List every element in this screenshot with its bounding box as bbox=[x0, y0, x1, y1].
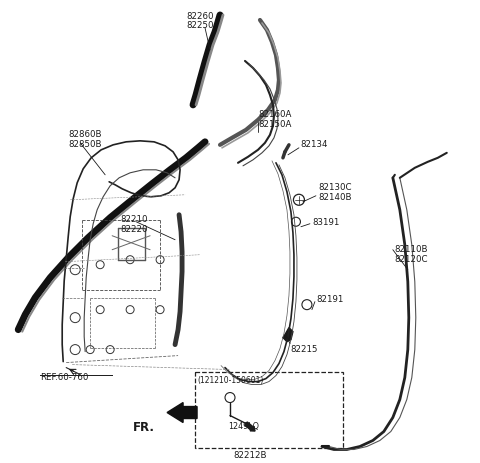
Polygon shape bbox=[283, 328, 293, 342]
Text: 82850B: 82850B bbox=[68, 140, 102, 149]
Text: 82191: 82191 bbox=[316, 294, 343, 304]
Text: 82212B: 82212B bbox=[233, 451, 267, 461]
FancyArrow shape bbox=[245, 422, 255, 431]
Text: 82220: 82220 bbox=[120, 225, 148, 234]
Text: 82860B: 82860B bbox=[68, 130, 102, 139]
Text: 82250: 82250 bbox=[186, 21, 214, 30]
Text: (121210-150601): (121210-150601) bbox=[197, 375, 264, 385]
Text: 83191: 83191 bbox=[312, 218, 339, 227]
Text: 82140B: 82140B bbox=[318, 193, 351, 202]
Text: 82134: 82134 bbox=[300, 140, 327, 149]
Text: REF.60-760: REF.60-760 bbox=[40, 373, 89, 382]
Bar bbox=[195, 372, 343, 449]
Text: 82110B: 82110B bbox=[395, 245, 428, 254]
FancyArrow shape bbox=[167, 402, 197, 423]
Text: 82150A: 82150A bbox=[258, 120, 291, 129]
Text: 82215: 82215 bbox=[290, 344, 317, 354]
Text: 82260: 82260 bbox=[186, 12, 214, 21]
Text: 82120C: 82120C bbox=[395, 255, 428, 264]
Text: 1249LQ: 1249LQ bbox=[228, 421, 259, 431]
Text: 82130C: 82130C bbox=[318, 183, 351, 192]
Text: 82210: 82210 bbox=[120, 215, 148, 224]
Text: 82160A: 82160A bbox=[258, 110, 291, 119]
Text: FR.: FR. bbox=[133, 420, 155, 433]
